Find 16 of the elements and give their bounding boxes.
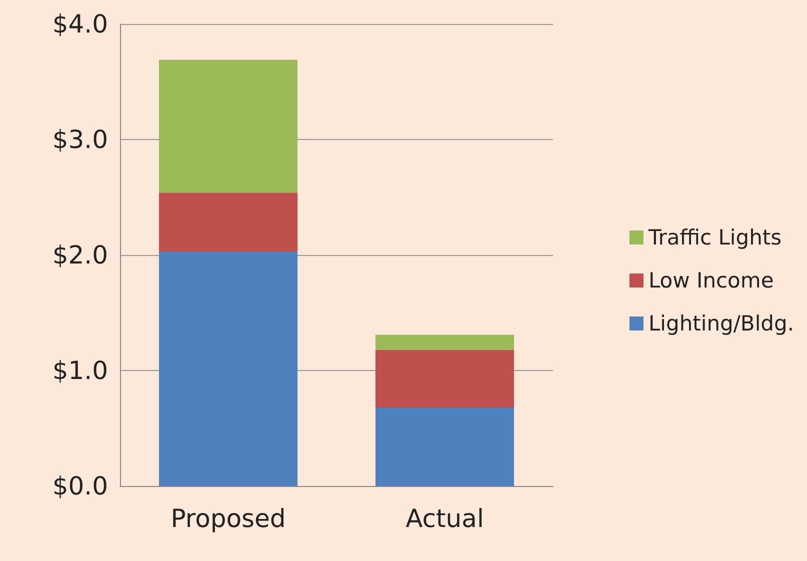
y-tick-label: $0.0 (52, 472, 108, 500)
y-tick-label: $3.0 (52, 125, 108, 154)
legend-label: Low Income (648, 268, 774, 292)
bar (375, 350, 514, 408)
bar (158, 252, 298, 486)
x-tick-label: Proposed (170, 504, 286, 533)
bar (158, 192, 298, 252)
legend-label: Lighting/Bldg. (648, 312, 794, 336)
bar (375, 334, 514, 350)
bar (158, 60, 298, 193)
bar (375, 407, 514, 486)
y-tick-label: $4.0 (52, 10, 108, 38)
y-tick-label: $1.0 (52, 356, 108, 385)
legend-label: Traffic Lights (647, 226, 782, 250)
y-tick-label: $2.0 (52, 240, 108, 270)
x-tick-label: Actual (406, 504, 484, 533)
